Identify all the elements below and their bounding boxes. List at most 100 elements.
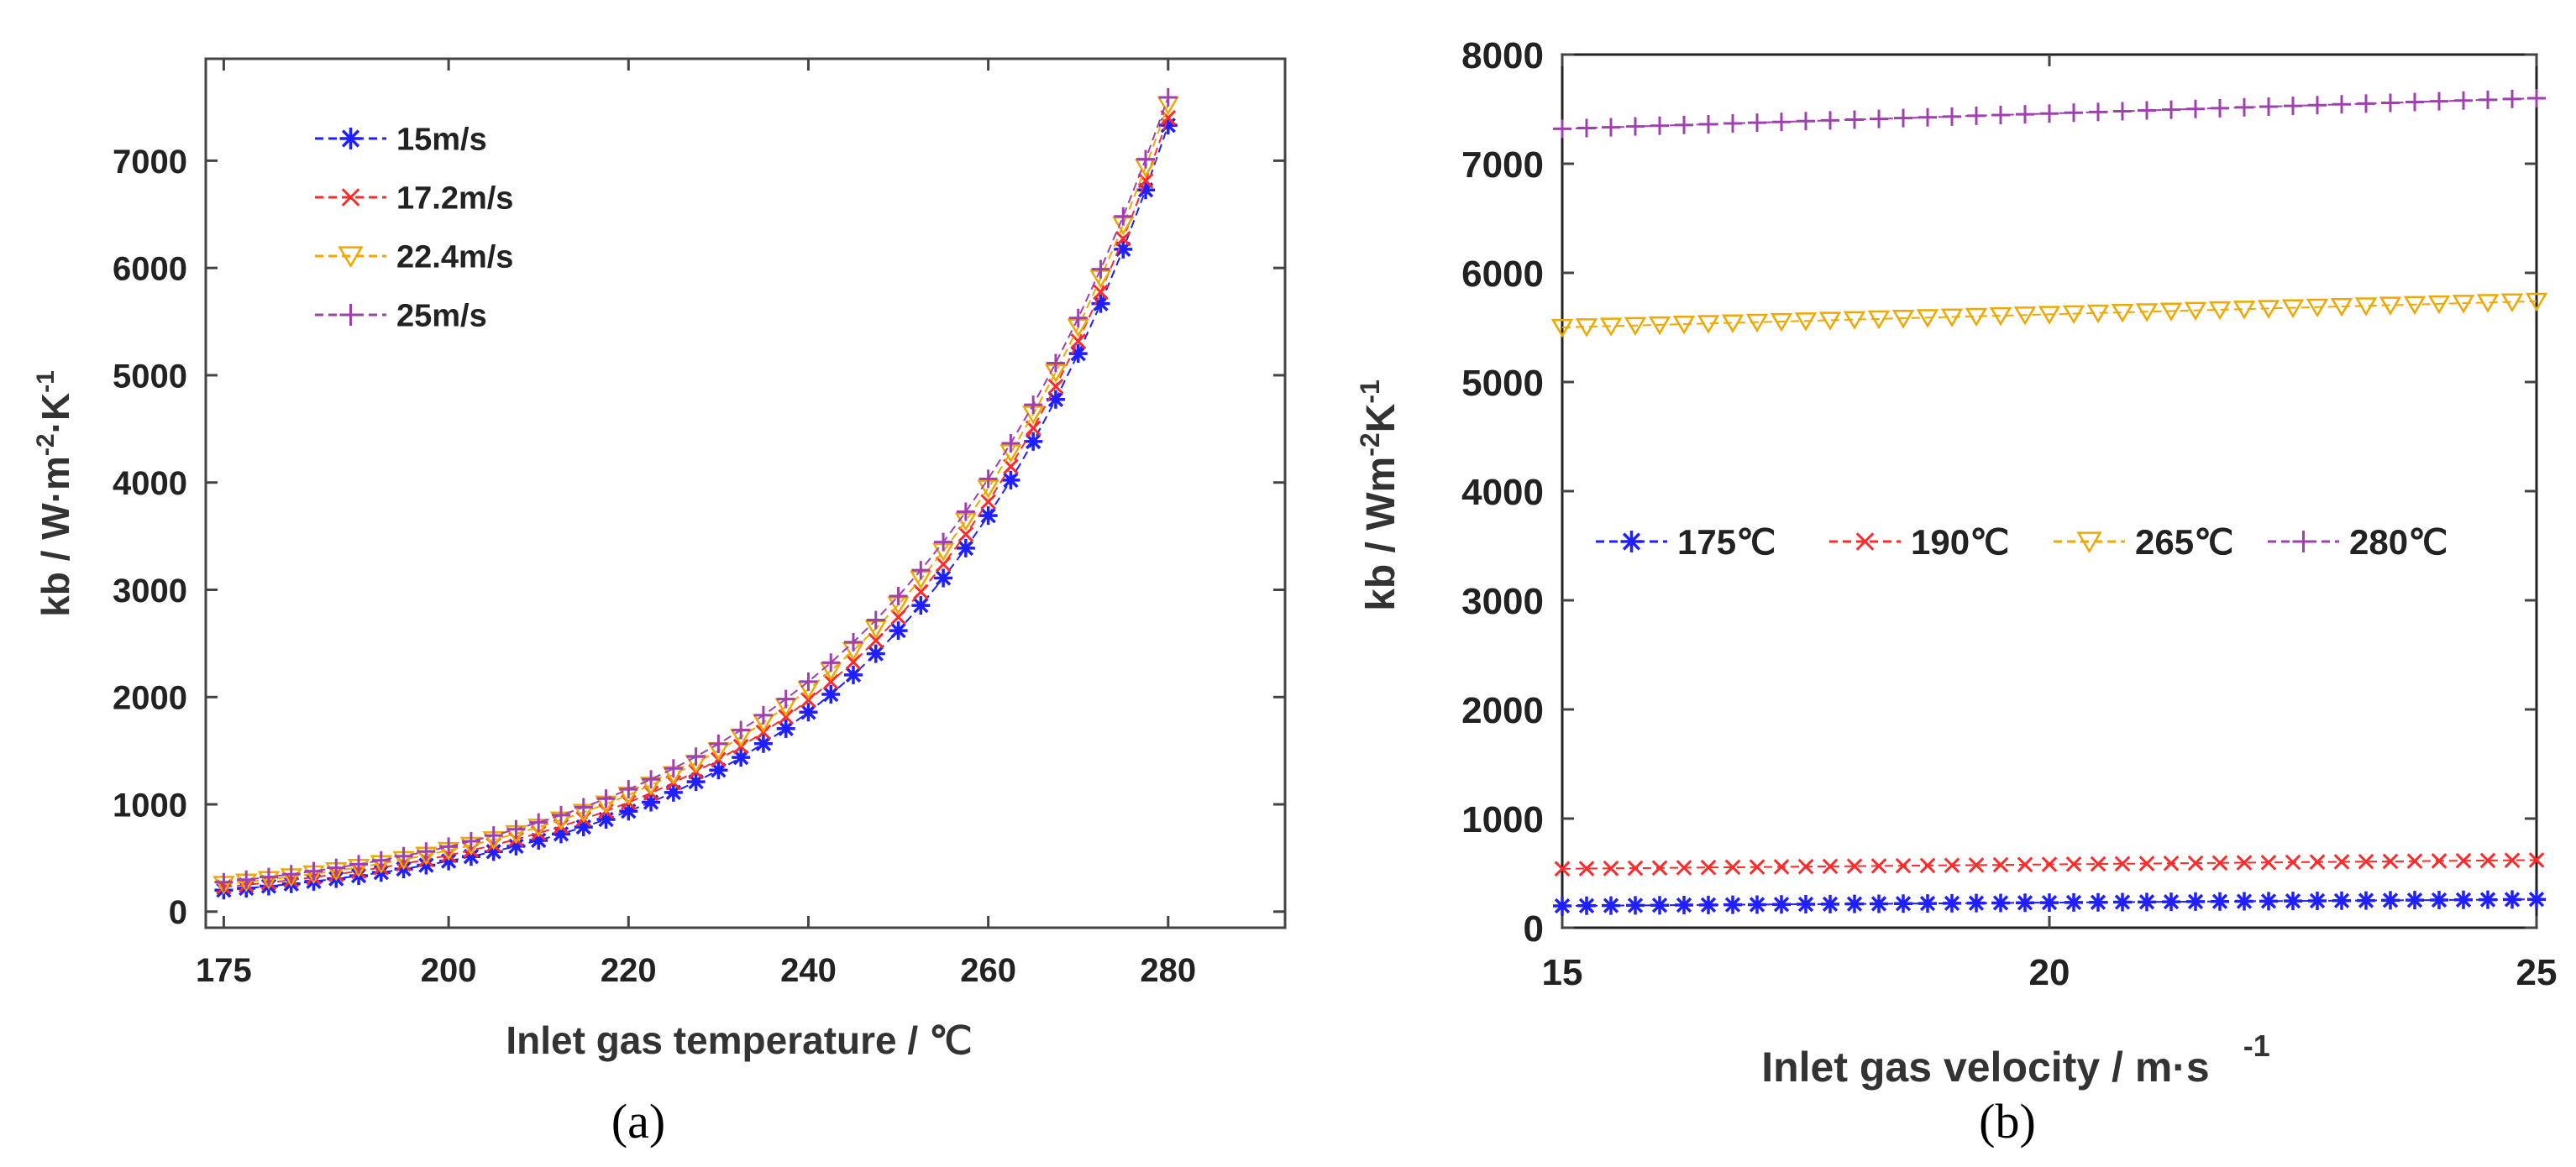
data-point <box>2162 100 2180 119</box>
data-point <box>2211 892 2229 911</box>
data-point <box>1136 149 1156 169</box>
data-point <box>2284 892 2302 911</box>
series-line <box>1561 300 2537 328</box>
data-point <box>1577 896 1596 915</box>
data-point <box>2528 852 2545 868</box>
data-point <box>844 665 863 684</box>
legend-marker <box>1855 532 1875 551</box>
data-point <box>1967 893 1986 913</box>
data-point <box>2090 856 2106 872</box>
data-point <box>1797 895 1815 914</box>
legend-a: 15m/s 17.2m/s 22.4m/s 25m/s <box>315 123 513 334</box>
data-point <box>1602 896 1620 915</box>
data-point <box>461 847 480 866</box>
legend-label: 190℃ <box>1911 522 2009 562</box>
data-point <box>327 858 346 877</box>
y-axis-a: 0 1000 2000 3000 4000 5000 6000 7000 <box>113 144 1285 931</box>
data-point <box>664 782 683 802</box>
x-tick-label: 20 <box>2029 952 2070 993</box>
data-point <box>1891 310 1915 329</box>
data-point <box>2186 99 2205 118</box>
data-point <box>1676 860 1692 876</box>
data-point <box>1553 119 1571 139</box>
data-point <box>1158 88 1178 107</box>
data-point <box>1648 316 1671 336</box>
data-point <box>1626 117 1645 136</box>
data-point <box>1068 344 1088 364</box>
data-point <box>1047 379 1064 395</box>
data-point <box>1818 311 1842 331</box>
data-point <box>2452 295 2475 314</box>
data-point <box>1748 113 1766 133</box>
data-point <box>619 802 638 821</box>
data-point <box>2113 892 2132 912</box>
data-point <box>2379 296 2402 316</box>
data-point <box>2427 295 2451 315</box>
series-group-b <box>1550 89 2548 915</box>
legend-label: 15m/s <box>396 123 487 158</box>
data-point <box>1001 470 1020 489</box>
data-point <box>1553 897 1571 915</box>
data-point <box>664 759 683 778</box>
data-point <box>2281 299 2305 318</box>
data-point <box>417 842 436 861</box>
data-point <box>2260 854 2277 871</box>
y-tick-label: 2000 <box>1461 690 1544 731</box>
data-point <box>2038 306 2061 325</box>
data-point <box>709 735 728 754</box>
data-point <box>821 653 841 672</box>
x-tick-label: 240 <box>780 952 837 989</box>
data-point <box>1992 856 2009 873</box>
data-point <box>2308 891 2327 910</box>
data-point <box>2013 306 2037 326</box>
data-point <box>1967 106 1986 125</box>
data-point <box>1772 895 1791 914</box>
data-point <box>1794 312 1818 332</box>
data-point <box>1845 110 1864 129</box>
legend-marker <box>2076 531 2102 554</box>
plot-frame-a <box>204 57 1287 929</box>
legend-marker <box>339 304 362 326</box>
data-point <box>1626 896 1645 915</box>
data-point <box>2259 97 2278 117</box>
data-point <box>1770 312 1793 332</box>
data-point <box>1748 895 1766 914</box>
data-point <box>2503 890 2521 909</box>
y-tick-label: 7000 <box>1461 144 1544 186</box>
data-point <box>911 561 931 580</box>
data-point <box>1137 172 1154 189</box>
data-point <box>709 761 728 780</box>
data-point <box>1602 118 1620 137</box>
data-point <box>866 610 885 630</box>
data-point <box>551 805 570 824</box>
data-point <box>978 506 998 526</box>
data-point <box>1843 311 1866 331</box>
data-point <box>2358 853 2374 870</box>
y-tick-label: 0 <box>169 894 187 931</box>
data-point <box>889 586 908 605</box>
data-point <box>1024 395 1043 415</box>
data-point <box>753 705 773 725</box>
data-point <box>753 734 773 753</box>
x-tick-label: 280 <box>1140 952 1196 989</box>
data-point <box>2159 302 2183 322</box>
data-point <box>2503 89 2521 108</box>
legend-marker <box>1620 531 1643 552</box>
series-280℃ <box>1553 89 2546 139</box>
data-point <box>2211 98 2229 118</box>
data-point <box>776 689 795 709</box>
data-point <box>1991 893 2010 913</box>
data-point <box>2162 892 2180 912</box>
data-point <box>2257 300 2280 319</box>
chart-panel-b: 0 1000 2000 3000 4000 5000 6000 7000 8000 15 20 25… <box>1355 35 2557 1149</box>
series-265℃ <box>1550 292 2548 338</box>
data-point <box>776 719 795 738</box>
data-point <box>1136 181 1156 200</box>
data-point <box>890 609 906 625</box>
data-point <box>2089 892 2107 912</box>
y-axis-b: 0 1000 2000 3000 4000 5000 6000 7000 8000 <box>1461 35 2537 950</box>
y-tick-label: 6000 <box>113 251 187 288</box>
data-point <box>2479 890 2497 909</box>
data-point <box>596 789 616 809</box>
data-point <box>1699 895 1718 914</box>
